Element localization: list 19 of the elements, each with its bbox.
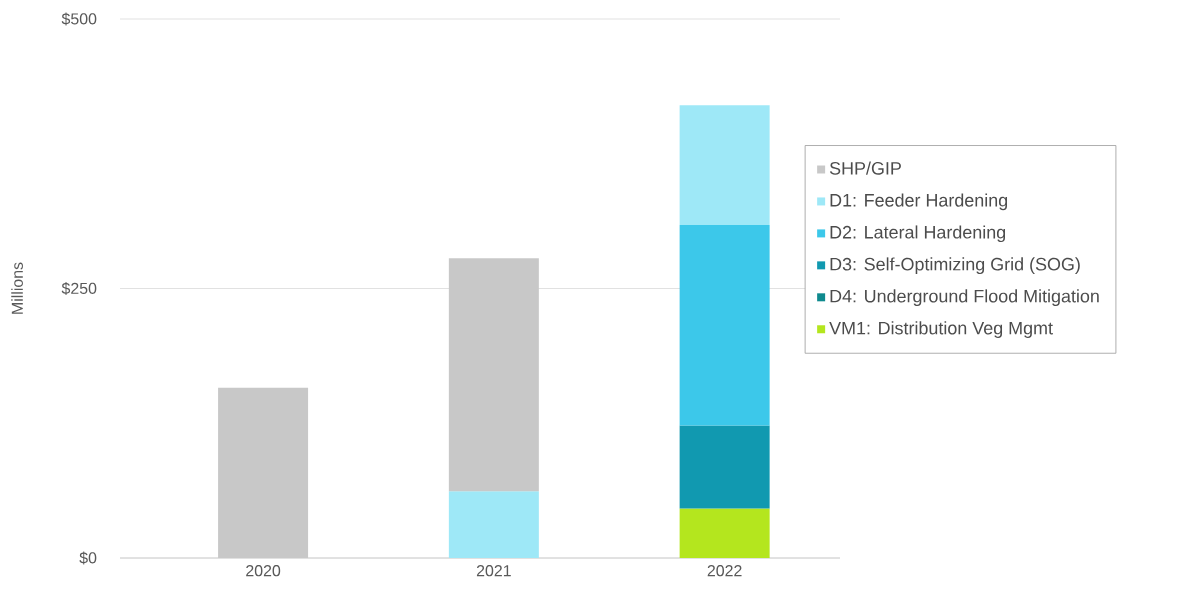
y-tick-label: $0 — [79, 551, 97, 565]
legend-label: D1: Feeder Hardening — [830, 193, 1008, 211]
legend-label: D4: Underground Flood Mitigation — [830, 289, 1099, 307]
x-tick-label: 2022 — [707, 565, 742, 577]
y-tick-label: $500 — [61, 12, 97, 26]
bar — [679, 425, 770, 509]
bar — [448, 491, 539, 558]
x-tick-label: 2021 — [476, 565, 511, 577]
legend-label: VM1: Distribution Veg Mgmt — [829, 321, 1053, 338]
x-tick-label: 2020 — [246, 565, 281, 577]
legend-label: D2: Lateral Hardening — [830, 225, 1006, 243]
bar — [679, 508, 770, 558]
y-tick-label: $250 — [61, 282, 97, 295]
bar — [679, 105, 770, 225]
bar — [679, 224, 770, 426]
y-axis-title: Millions — [11, 262, 23, 314]
legend-label: D3: Self-Optimizing Grid (SOG) — [830, 257, 1080, 275]
bar — [448, 258, 539, 492]
legend-label: SHP/GIP — [829, 161, 901, 175]
